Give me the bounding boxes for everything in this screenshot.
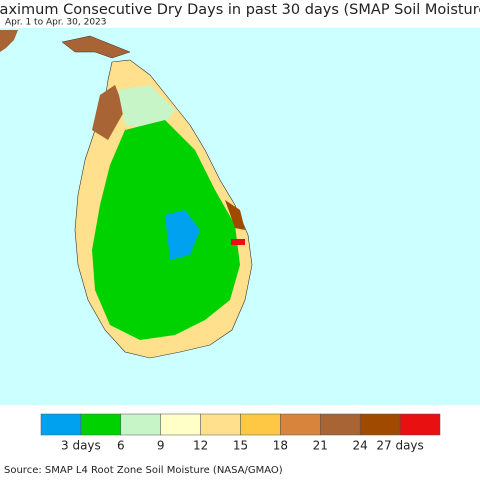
legend-label: 24 — [353, 439, 368, 453]
legend-label: 21 — [313, 439, 328, 453]
subtitle: Apr. 1 to Apr. 30, 2023 — [5, 18, 107, 28]
legend-swatch — [120, 413, 161, 436]
wettest-patch — [165, 210, 200, 260]
legend: 3 days 6 9 12 15 18 21 24 27 days — [40, 413, 441, 453]
legend-swatch — [160, 413, 201, 436]
extreme-patch — [231, 239, 245, 245]
legend-swatch — [200, 413, 241, 436]
legend-label: 3 days — [61, 439, 101, 453]
legend-swatch — [80, 413, 122, 436]
moist-patch — [118, 85, 175, 130]
legend-swatch — [399, 413, 441, 436]
legend-label: 18 — [273, 439, 288, 453]
legend-label: 27 days — [376, 439, 423, 453]
wet-region — [92, 120, 240, 340]
legend-swatch — [240, 413, 281, 436]
legend-swatch — [280, 413, 321, 436]
peninsula — [61, 35, 131, 59]
legend-swatch — [320, 413, 361, 436]
legend-label: 12 — [193, 439, 208, 453]
legend-swatch — [40, 413, 82, 436]
legend-swatch — [359, 413, 401, 436]
driest-patch — [225, 200, 245, 230]
mainland — [0, 30, 18, 52]
legend-label: 15 — [233, 439, 248, 453]
legend-label: 6 — [117, 439, 125, 453]
title: Maximum Consecutive Dry Days in past 30 … — [0, 2, 480, 18]
legend-label: 9 — [157, 439, 165, 453]
dry-patch — [92, 85, 125, 140]
source: Source: SMAP L4 Root Zone Soil Moisture … — [4, 465, 283, 476]
